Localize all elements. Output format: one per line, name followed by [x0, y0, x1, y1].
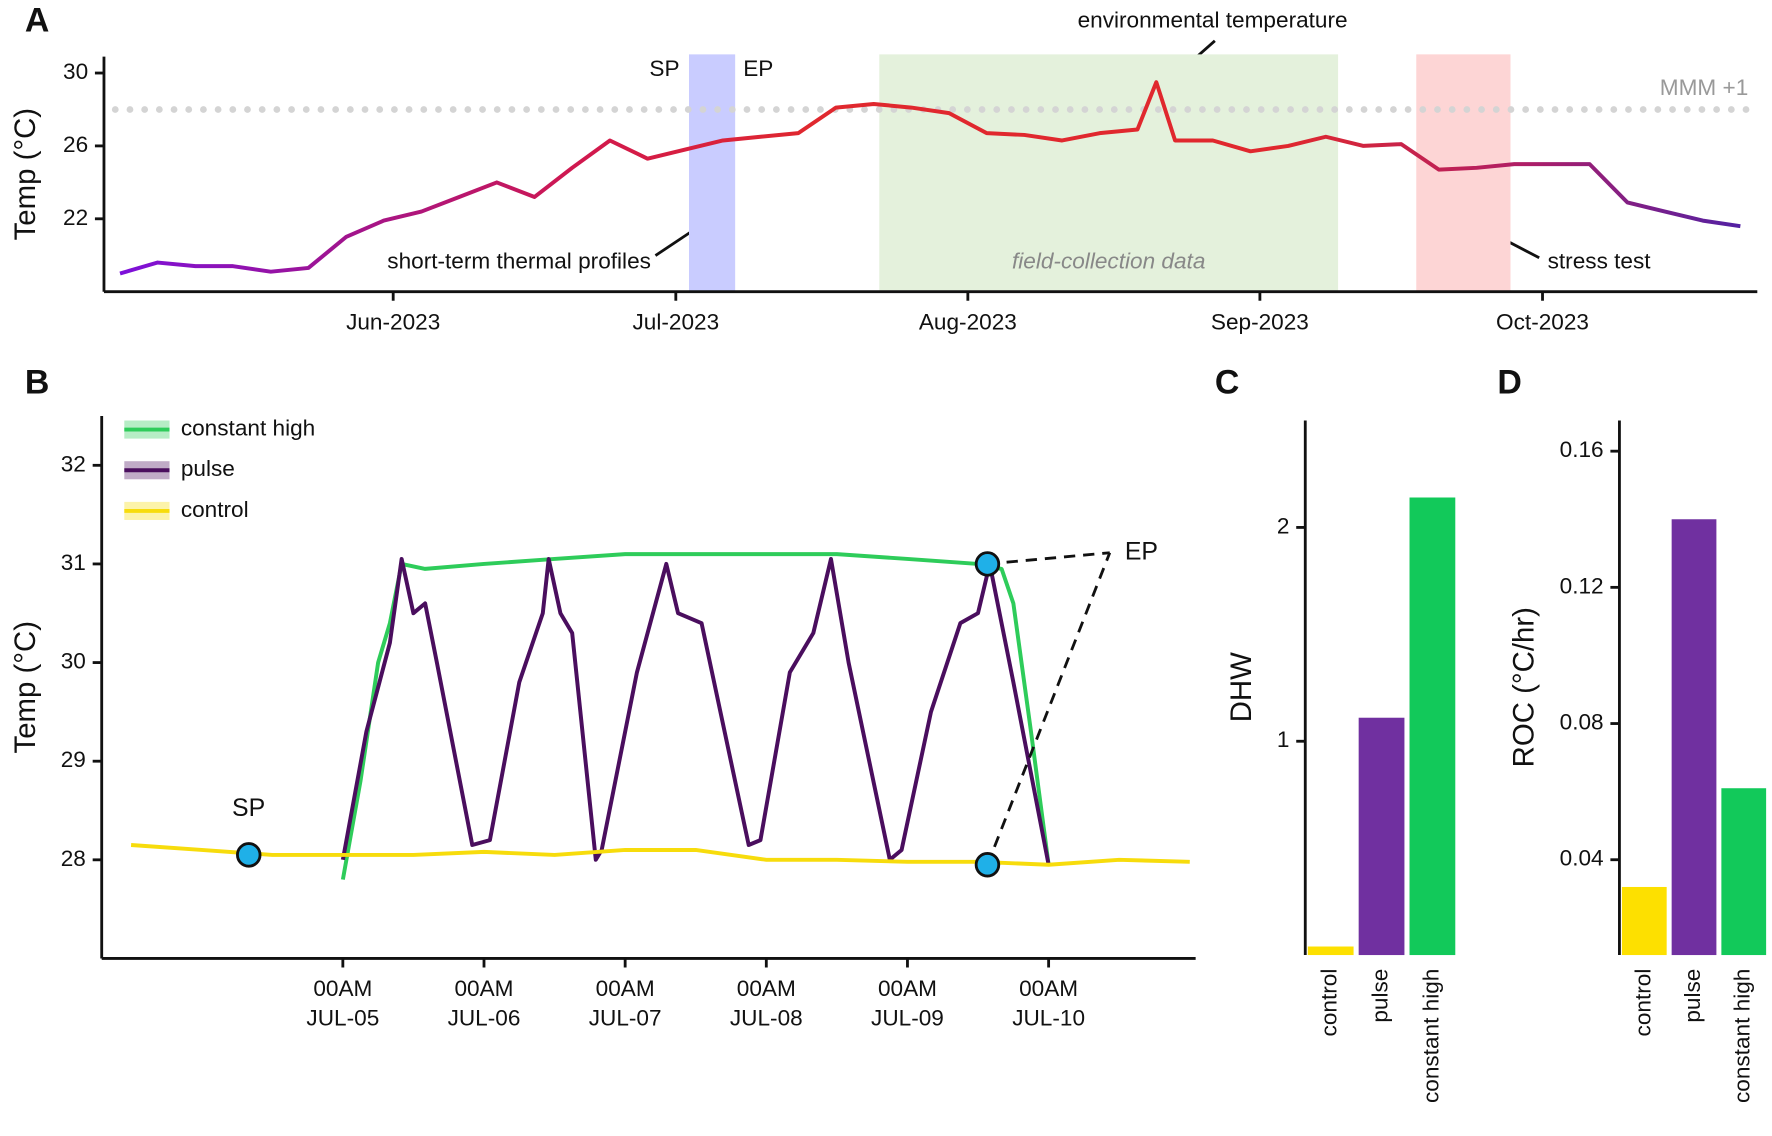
y-tick-label: 22	[63, 205, 88, 230]
y-tick-label: 31	[61, 550, 86, 575]
y-axis-title: DHW	[1225, 652, 1258, 722]
x-tick-label: 00AM JUL-05	[306, 976, 379, 1030]
panel-letter: B	[25, 363, 49, 401]
panel-letter: A	[25, 2, 49, 40]
bar	[1409, 497, 1456, 956]
y-tick-label: 30	[63, 59, 88, 84]
x-tick-label: constant high	[1418, 969, 1443, 1103]
annotation: environmental temperature	[1078, 8, 1348, 33]
marker-label: SP	[232, 794, 265, 822]
bar	[1671, 519, 1717, 956]
y-tick-label: 1	[1277, 727, 1290, 752]
region-label: field-collection data	[1012, 248, 1205, 273]
annotation: stress test	[1548, 248, 1652, 273]
x-tick-label: pulse	[1368, 969, 1393, 1023]
panel-letter: D	[1497, 363, 1521, 401]
legend-label: control	[181, 497, 249, 522]
x-tick-label: control	[1317, 969, 1342, 1037]
x-tick-label: 00AM JUL-08	[730, 976, 803, 1030]
x-tick-label: 00AM JUL-10	[1012, 976, 1085, 1030]
y-tick-label: 29	[61, 747, 86, 772]
shaded-region	[1416, 54, 1511, 292]
legend-label: pulse	[181, 456, 235, 481]
reference-label: MMM +1	[1660, 75, 1749, 100]
pointer-line	[986, 552, 1112, 866]
y-tick-label: 0.12	[1560, 573, 1604, 598]
bar	[1721, 788, 1767, 956]
marker-label: EP	[1125, 537, 1158, 565]
pointer-line	[987, 551, 1110, 566]
shaded-region	[688, 54, 736, 292]
y-tick-label: 28	[61, 846, 86, 871]
x-tick-label: 00AM JUL-07	[589, 976, 662, 1030]
data-line	[130, 843, 1190, 867]
x-tick-label: Oct-2023	[1496, 309, 1589, 334]
y-tick-label: 2	[1277, 513, 1290, 538]
bar	[1621, 886, 1667, 956]
annotation: EP	[743, 56, 773, 81]
y-axis-title: ROC (°C/hr)	[1507, 607, 1540, 767]
data-line	[119, 80, 1741, 276]
annotation: SP	[649, 56, 679, 81]
x-tick-label: control	[1630, 969, 1655, 1037]
marker-point	[236, 842, 262, 868]
x-tick-label: pulse	[1680, 969, 1705, 1023]
marker-point	[974, 852, 1001, 878]
y-tick-label: 30	[61, 649, 86, 674]
x-tick-label: Aug-2023	[919, 309, 1017, 334]
x-tick-label: 00AM JUL-09	[871, 976, 944, 1030]
y-tick-label: 0.08	[1560, 710, 1604, 735]
y-tick-label: 32	[61, 451, 86, 476]
bar	[1358, 717, 1405, 956]
annotation: short-term thermal profiles	[387, 248, 651, 273]
shaded-region	[879, 54, 1339, 292]
data-line	[340, 556, 1051, 866]
data-line	[340, 552, 1051, 880]
x-tick-label: Sep-2023	[1211, 309, 1309, 334]
marker-point	[974, 551, 1001, 577]
y-tick-label: 0.04	[1560, 846, 1604, 871]
y-axis-title: Temp (°C)	[9, 621, 42, 754]
x-tick-label: 00AM JUL-06	[448, 976, 521, 1030]
y-tick-label: 26	[63, 132, 88, 157]
panel-letter: C	[1215, 363, 1239, 401]
x-tick-label: Jun-2023	[346, 309, 440, 334]
y-tick-label: 0.16	[1560, 437, 1604, 462]
y-axis-title: Temp (°C)	[9, 108, 42, 241]
x-tick-label: Jul-2023	[632, 309, 719, 334]
x-tick-label: constant high	[1730, 969, 1755, 1103]
bar	[1307, 946, 1354, 956]
legend-label: constant high	[181, 416, 315, 441]
